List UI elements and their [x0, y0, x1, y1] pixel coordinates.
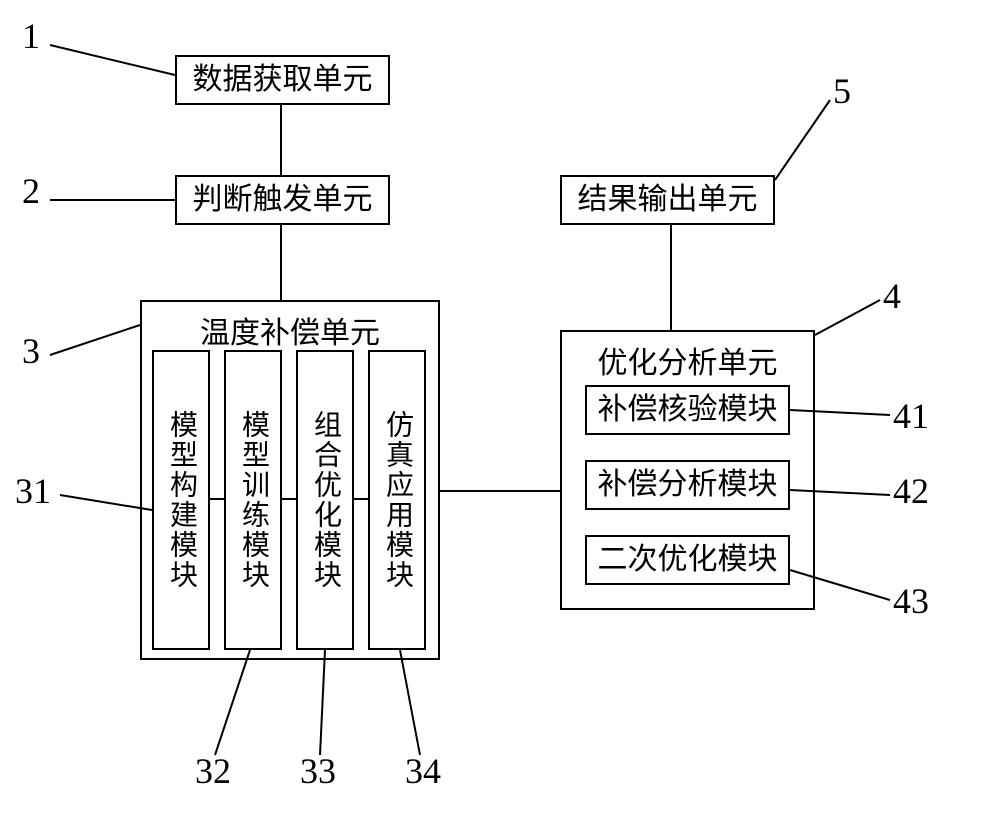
connector-line-6 — [354, 498, 368, 500]
leader-line-3 — [60, 495, 152, 510]
module-secondary-optimize: 二次优化模块 — [585, 535, 790, 585]
module-34-label: 仿真应用模块 — [377, 410, 417, 590]
box-5-label: 结果输出单元 — [578, 183, 758, 218]
leader-line-4 — [775, 100, 830, 180]
box-result-output-unit: 结果输出单元 — [560, 175, 775, 225]
box-1-label: 数据获取单元 — [193, 63, 373, 98]
label-5: 5 — [833, 70, 851, 112]
label-41: 41 — [893, 395, 929, 437]
connector-line-5 — [282, 498, 296, 500]
label-2: 2 — [22, 170, 40, 212]
module-compensation-verify: 补偿核验模块 — [585, 385, 790, 435]
connector-line-2 — [670, 225, 672, 330]
label-4: 4 — [883, 275, 901, 317]
module-33-label: 组合优化模块 — [305, 410, 345, 590]
leader-line-9 — [215, 650, 250, 755]
box-judge-trigger-unit: 判断触发单元 — [175, 175, 390, 225]
module-42-label: 补偿分析模块 — [598, 468, 778, 503]
label-42: 42 — [893, 470, 929, 512]
box-data-acquire-unit: 数据获取单元 — [175, 55, 390, 105]
module-model-build: 模型构建模块 — [152, 350, 210, 650]
label-3: 3 — [22, 330, 40, 372]
connector-line-0 — [280, 105, 282, 175]
label-31: 31 — [15, 470, 51, 512]
box-2-label: 判断触发单元 — [193, 183, 373, 218]
label-33: 33 — [300, 750, 336, 792]
module-32-label: 模型训练模块 — [233, 410, 273, 590]
leader-line-10 — [320, 650, 325, 755]
module-simulation-apply: 仿真应用模块 — [368, 350, 426, 650]
module-compensation-analysis: 补偿分析模块 — [585, 460, 790, 510]
leader-line-2 — [50, 325, 140, 355]
module-41-label: 补偿核验模块 — [598, 393, 778, 428]
leader-line-11 — [400, 650, 420, 755]
connector-line-1 — [280, 225, 282, 300]
label-43: 43 — [893, 580, 929, 622]
module-31-label: 模型构建模块 — [161, 410, 201, 590]
module-combine-optimize: 组合优化模块 — [296, 350, 354, 650]
connector-line-3 — [440, 490, 560, 492]
leader-line-5 — [815, 300, 880, 335]
connector-line-4 — [210, 498, 224, 500]
module-43-label: 二次优化模块 — [598, 543, 778, 578]
leader-line-0 — [50, 45, 175, 75]
container-4-title: 优化分析单元 — [562, 338, 813, 382]
label-34: 34 — [405, 750, 441, 792]
label-32: 32 — [195, 750, 231, 792]
module-model-train: 模型训练模块 — [224, 350, 282, 650]
label-1: 1 — [22, 15, 40, 57]
container-3-title: 温度补偿单元 — [142, 308, 438, 352]
